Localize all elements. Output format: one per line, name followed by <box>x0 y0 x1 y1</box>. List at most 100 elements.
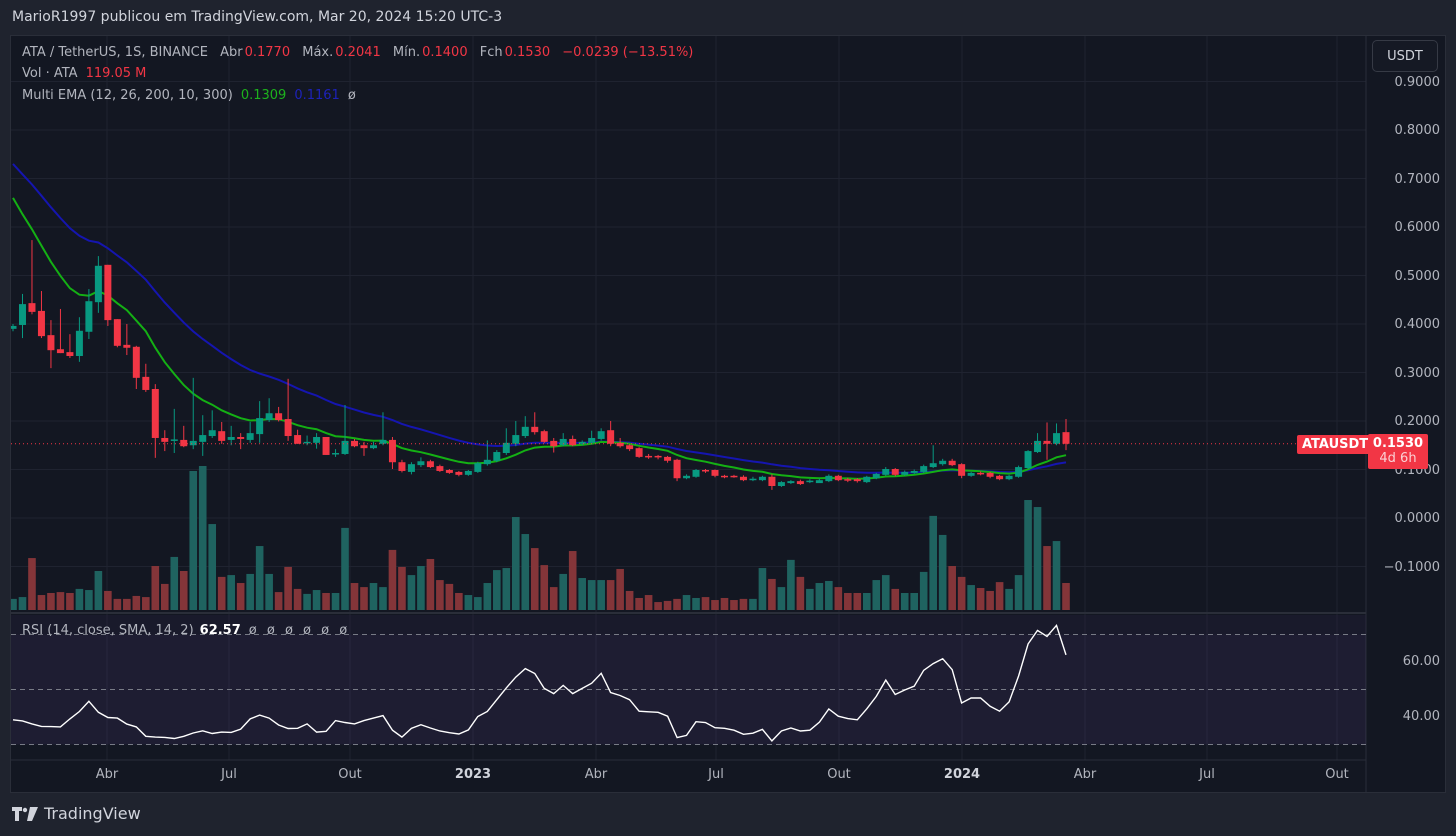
candle-body <box>284 419 292 437</box>
candle-down <box>47 320 55 369</box>
candle-body <box>711 469 719 476</box>
volume-bar <box>881 575 890 610</box>
candle-body <box>967 472 975 476</box>
candle-body <box>227 437 235 440</box>
candle-body <box>654 455 662 458</box>
volume-bar <box>483 583 492 610</box>
candle-up <box>227 425 235 446</box>
candle-body <box>426 461 434 468</box>
candle-up <box>369 441 377 450</box>
rsi-overbought-zone <box>11 615 1366 635</box>
symbol-legend[interactable]: ATA / TetherUS, 1S, BINANCE Abr 0.1770 Má… <box>22 45 693 60</box>
candle-down <box>720 474 728 479</box>
candle-down <box>426 459 434 469</box>
high-label: Máx. <box>302 45 334 60</box>
candle-up <box>170 408 178 454</box>
volume-legend[interactable]: Vol · ATA 119.05 M <box>22 66 146 81</box>
symbol-title: ATA / TetherUS, 1S, BINANCE <box>22 45 208 60</box>
bar-countdown: 4d 6h <box>1379 451 1417 466</box>
volume-bar <box>398 566 406 610</box>
candle-up <box>1024 450 1032 470</box>
candle-body <box>94 265 102 303</box>
candle-down <box>654 454 662 460</box>
rsi-pane <box>11 615 1366 745</box>
tradingview-brand[interactable]: TradingView <box>12 804 141 823</box>
volume-bar <box>407 575 416 610</box>
volume-bar <box>701 597 710 610</box>
candle-down <box>768 474 776 490</box>
volume-bar <box>265 573 273 610</box>
price-tick: 0.9000 <box>1394 75 1441 90</box>
candle-down <box>635 447 643 458</box>
rsi-legend[interactable]: RSI (14, close, SMA, 14, 2) 62.57 ø ø ø ø … <box>22 623 347 638</box>
candle-up <box>199 415 207 456</box>
time-tick: 2023 <box>454 767 492 782</box>
price-tick: 0.4000 <box>1394 317 1441 332</box>
ema-12-value: 0.1309 <box>240 88 287 103</box>
tradingview-logo-icon <box>12 806 38 821</box>
volume-bar <box>47 592 55 610</box>
volume-bar <box>1033 507 1042 610</box>
candle-down <box>237 433 245 450</box>
volume-bar <box>957 576 966 610</box>
volume-bar <box>606 580 615 610</box>
candle-down <box>986 471 994 479</box>
candle-down <box>161 430 169 452</box>
volume-bar <box>862 592 871 610</box>
candle-body <box>739 476 747 481</box>
time-tick: Jul <box>1199 767 1215 782</box>
candle-body <box>85 301 93 332</box>
candle-up <box>806 479 814 484</box>
candle-down <box>132 345 140 389</box>
volume-bar <box>919 571 928 610</box>
volume-bar <box>379 587 387 610</box>
price-tick: 0.0000 <box>1394 511 1441 526</box>
candle-up <box>502 428 510 455</box>
candle-up <box>18 293 26 339</box>
volume-bar <box>900 592 909 610</box>
volume-bar <box>94 570 103 610</box>
volume-bar <box>654 602 662 610</box>
volume-bar <box>530 548 539 610</box>
volume-bar <box>720 597 729 610</box>
volume-bar <box>388 549 397 610</box>
volume-bar <box>331 592 340 610</box>
candle-body <box>142 376 150 390</box>
ema-legend[interactable]: Multi EMA (12, 26, 200, 10, 300) 0.1309 0.… <box>22 88 356 103</box>
candle-body <box>777 482 785 486</box>
candle-body <box>806 480 814 483</box>
currency-button[interactable]: USDT <box>1372 40 1438 72</box>
volume-bar <box>151 566 160 610</box>
candle-up <box>521 416 529 438</box>
candle-body <box>996 475 1004 480</box>
candle-body <box>758 476 766 481</box>
volume-bar <box>578 578 586 610</box>
volume-bar <box>682 595 691 610</box>
price-tick: 0.6000 <box>1394 220 1441 235</box>
candle-body <box>161 437 169 442</box>
volume-bar <box>796 576 805 610</box>
candle-body <box>882 469 890 475</box>
candle-body <box>901 471 909 475</box>
candle-body <box>749 478 757 481</box>
candle-down <box>455 470 463 477</box>
candle-up <box>313 433 321 449</box>
time-tick: Abr <box>1073 767 1097 782</box>
candle-body <box>702 469 710 472</box>
volume-bar <box>644 595 653 610</box>
candle-down <box>796 479 804 486</box>
volume-bar <box>1014 575 1023 610</box>
candle-down <box>123 324 131 356</box>
volume-bar <box>293 588 302 610</box>
candle-body <box>265 413 273 421</box>
volume-bar <box>493 570 501 610</box>
volume-bar <box>938 534 947 610</box>
candle-body <box>521 426 529 437</box>
candle-body <box>720 475 728 478</box>
volume-bar <box>749 598 757 610</box>
high-value: 0.2041 <box>335 45 381 60</box>
candle-down <box>37 291 45 339</box>
candle-up <box>882 467 890 476</box>
